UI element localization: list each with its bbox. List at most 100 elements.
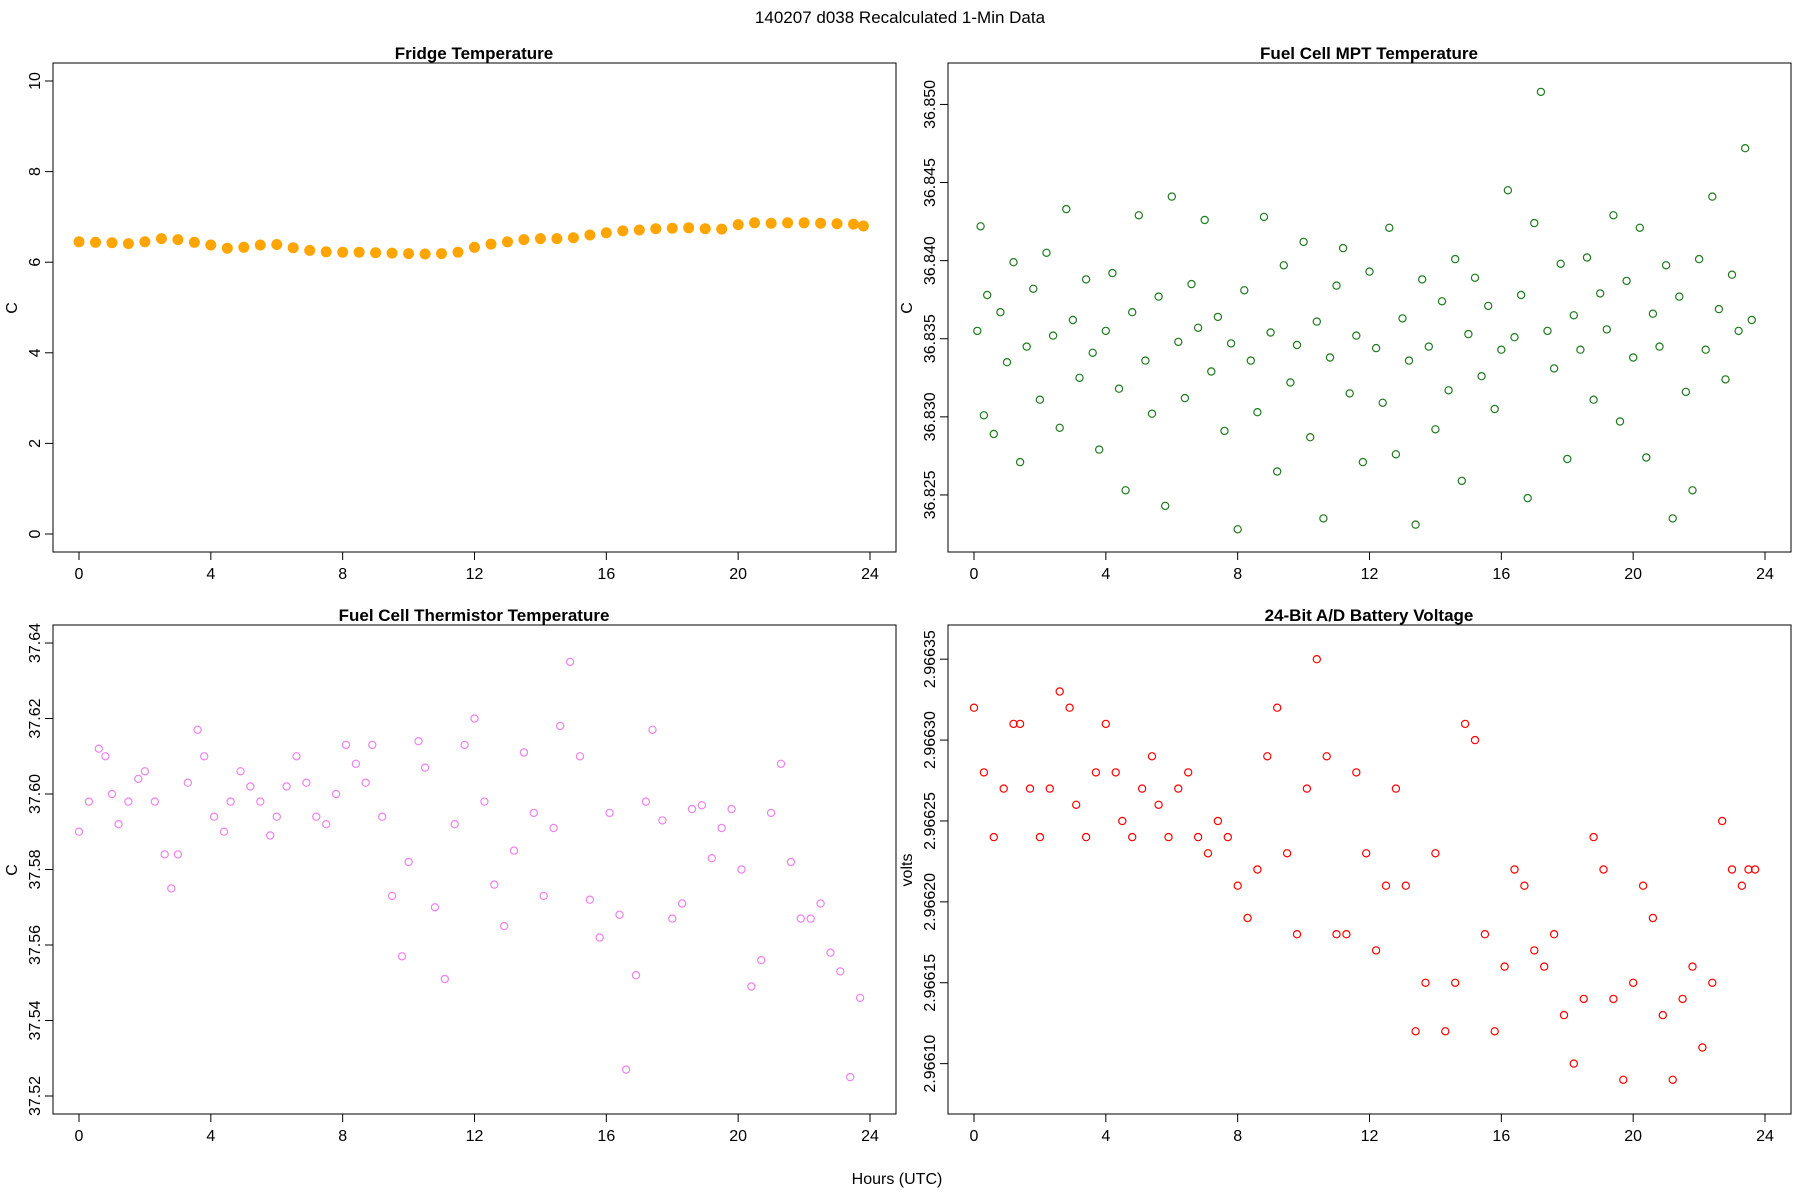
data-point-mpt (1595, 289, 1605, 298)
data-point-battery (1213, 816, 1223, 826)
data-point-mpt (1681, 387, 1691, 397)
data-point-thermistor (846, 1072, 855, 1082)
data-point-fridge (73, 236, 85, 248)
y-tick-label: 8 (27, 167, 44, 176)
data-point-battery (1071, 800, 1081, 810)
data-point-thermistor (124, 797, 133, 806)
y-tick-label: 36.845 (922, 158, 939, 207)
data-point-mpt (1721, 375, 1730, 384)
data-point-mpt (1569, 311, 1579, 320)
data-point-battery (1520, 881, 1529, 890)
data-point-fridge (617, 225, 629, 237)
data-point-thermistor (707, 854, 717, 863)
data-point-mpt (1615, 417, 1625, 426)
data-point-mpt (1688, 486, 1697, 495)
data-point-mpt (1266, 328, 1275, 337)
data-point-mpt (1668, 514, 1677, 523)
data-point-thermistor (256, 797, 265, 806)
data-point-battery (1559, 1010, 1569, 1020)
data-point-mpt (1108, 268, 1117, 278)
plot-frame (52, 624, 897, 1115)
data-point-fridge (857, 220, 869, 232)
data-point-battery (1411, 1027, 1420, 1036)
y-tick-label: 36.835 (922, 314, 939, 363)
data-point-fridge (633, 224, 645, 236)
data-point-fridge (716, 223, 728, 235)
data-point-battery (1342, 930, 1351, 939)
data-point-mpt (1312, 317, 1322, 326)
data-point-thermistor (658, 816, 667, 825)
data-point-battery (1174, 784, 1183, 793)
figure-title: 140207 d038 Recalculated 1-Min Data (755, 8, 1046, 27)
data-point-thermistor (397, 952, 407, 961)
data-point-thermistor (509, 846, 519, 855)
data-point-thermistor (266, 831, 275, 840)
data-point-thermistor (806, 914, 815, 923)
data-point-thermistor (292, 752, 301, 761)
data-point-fridge (518, 234, 530, 246)
data-point-fridge (386, 247, 398, 259)
y-tick-label: 37.60 (27, 774, 44, 814)
data-point-thermistor (114, 820, 123, 829)
data-point-fridge (567, 232, 579, 244)
data-point-fridge (551, 233, 563, 245)
data-point-mpt (1576, 345, 1585, 354)
data-point-battery (1137, 784, 1147, 793)
data-point-battery (1045, 784, 1055, 793)
data-point-mpt (1378, 398, 1387, 407)
data-point-thermistor (173, 850, 183, 859)
x-tick-label: 20 (729, 1128, 747, 1145)
data-point-mpt (1292, 340, 1302, 350)
data-point-battery (1391, 784, 1401, 793)
data-point-battery (1549, 930, 1559, 939)
data-point-thermistor (226, 797, 235, 806)
data-point-battery (1253, 865, 1262, 874)
data-point-thermistor (585, 895, 595, 904)
data-point-mpt (1477, 372, 1486, 381)
plot-frame (947, 624, 1792, 1115)
data-point-fridge (221, 242, 233, 254)
data-point-fridge (139, 236, 151, 248)
data-point-thermistor (717, 823, 726, 833)
data-point-battery (1648, 913, 1658, 923)
data-point-battery (1035, 832, 1045, 842)
y-tick-label: 37.54 (27, 1000, 44, 1040)
data-point-mpt (1530, 218, 1539, 228)
data-point-mpt (1503, 186, 1513, 195)
data-point-battery (1530, 946, 1539, 955)
data-point-thermistor (747, 982, 756, 991)
data-point-thermistor (565, 657, 575, 667)
data-point-thermistor (272, 812, 281, 821)
data-point-mpt (1516, 290, 1526, 300)
data-point-fridge (304, 244, 316, 256)
data-point-mpt (1358, 457, 1368, 467)
data-point-battery (1015, 719, 1025, 729)
data-point-mpt (979, 411, 989, 420)
data-point-battery (1055, 687, 1064, 696)
x-tick-label: 12 (466, 566, 484, 583)
data-point-fridge (155, 233, 167, 245)
data-point-battery (1470, 735, 1480, 745)
data-point-fridge (271, 239, 283, 250)
data-point-mpt (1022, 342, 1031, 351)
panel-battery: 24-Bit A/D Battery Voltage volts 0 4 8 12 16… (899, 606, 1792, 1145)
data-point-thermistor (312, 812, 321, 821)
x-tick-label: 16 (597, 1128, 615, 1145)
x-tick-label: 4 (1101, 566, 1110, 583)
x-tick-label: 16 (597, 566, 615, 583)
data-point-battery (1302, 784, 1312, 793)
data-point-thermistor (519, 748, 529, 757)
y-tick-label: 10 (27, 72, 44, 90)
data-point-mpt (1134, 211, 1144, 220)
data-point-thermistor (500, 921, 509, 931)
data-point-thermistor (556, 721, 565, 731)
data-point-fridge (699, 223, 711, 235)
data-point-fridge (683, 222, 695, 234)
data-point-mpt (1305, 433, 1315, 442)
data-point-mpt (1253, 408, 1262, 417)
data-point-thermistor (331, 789, 341, 799)
data-point-battery (1569, 1059, 1579, 1068)
x-tick-label: 8 (1233, 1128, 1242, 1145)
data-point-battery (1154, 800, 1163, 810)
